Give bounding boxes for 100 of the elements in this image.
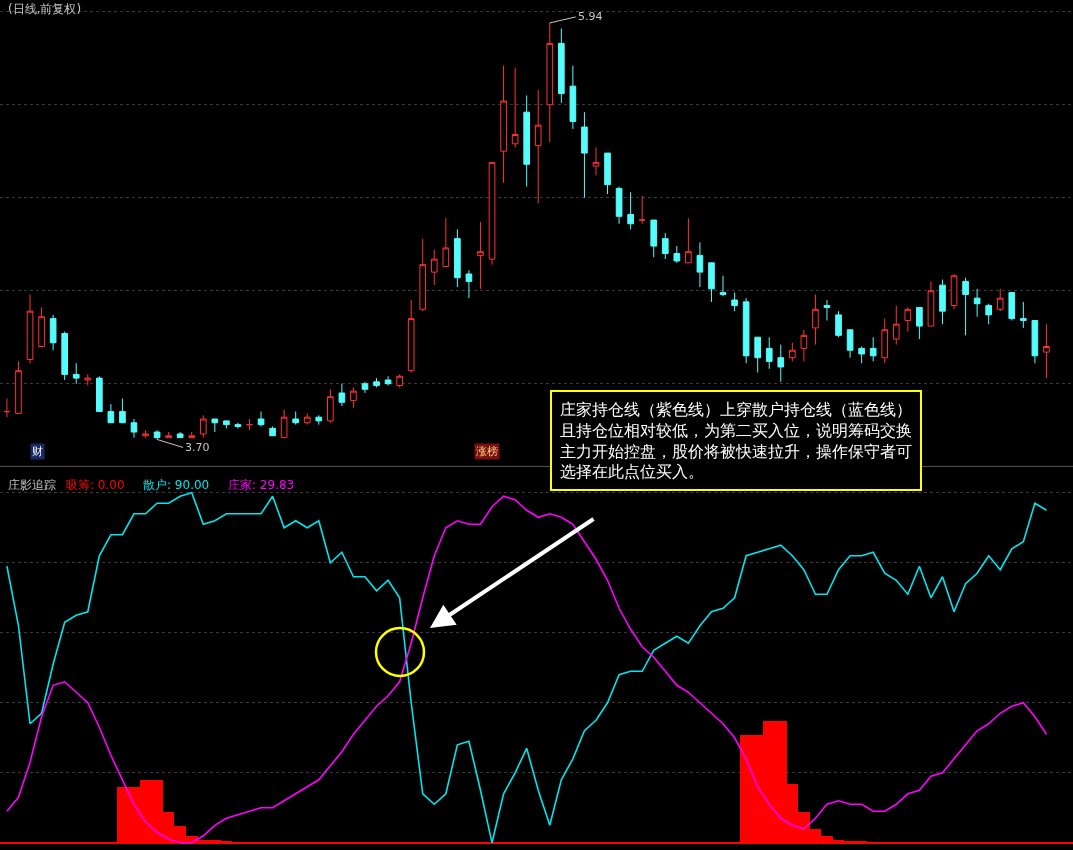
- candlestick: [165, 431, 172, 439]
- candlestick: [119, 398, 126, 424]
- candlestick: [350, 386, 357, 409]
- candlestick: [442, 217, 450, 268]
- candlestick: [615, 186, 623, 225]
- candlestick: [488, 161, 496, 266]
- candlestick: [211, 418, 219, 433]
- annotation: 庄家持仓线（紫色线）上穿散户持仓线（蓝色线）且持仓位相对较低，为第二买入位，说明筹码交换主力开始控盘，股价将被快速拉升，操作保守者可选择在此点位买入。: [560, 400, 912, 482]
- candlestick: [315, 414, 323, 426]
- chart-title: (日线,前复权): [8, 2, 82, 16]
- candlestick: [26, 293, 34, 364]
- candlestick: [396, 373, 403, 388]
- candlestick: [835, 310, 842, 338]
- text: 庄家: 29.83: [228, 478, 295, 492]
- candlestick: [257, 411, 265, 427]
- candlestick: [939, 279, 946, 325]
- candlestick: [812, 293, 819, 346]
- candlestick: [96, 375, 103, 413]
- candlestick: [789, 342, 796, 362]
- candlestick: [973, 288, 981, 318]
- text: 财: [32, 445, 43, 458]
- candlestick: [650, 219, 658, 258]
- candlestick: [419, 238, 427, 312]
- candlestick: [558, 27, 565, 104]
- candlestick: [361, 381, 369, 394]
- candlestick: [858, 346, 865, 364]
- candlestick: [719, 275, 727, 297]
- candlestick: [199, 414, 207, 439]
- candlestick: [130, 418, 138, 439]
- candlestick: [604, 152, 611, 195]
- candlestick: [742, 297, 750, 364]
- candlestick: [731, 292, 738, 312]
- candlestick: [153, 429, 161, 440]
- candlestick: [534, 89, 542, 204]
- candlestick: [407, 299, 415, 374]
- candlestick: [673, 245, 681, 264]
- candlestick: [846, 329, 854, 359]
- candlestick: [638, 195, 646, 225]
- candlestick: [581, 111, 588, 199]
- candlestick: [1020, 301, 1027, 329]
- candlestick: [1008, 292, 1016, 321]
- candlestick: [927, 280, 935, 327]
- candlestick: [84, 373, 92, 387]
- candlestick: [754, 336, 762, 374]
- candlestick: [685, 217, 692, 264]
- candlestick: [188, 431, 196, 439]
- candlestick: [269, 425, 276, 437]
- candlestick: [950, 273, 958, 310]
- candlestick: [696, 241, 704, 288]
- candlestick: [15, 360, 22, 414]
- candlestick: [962, 277, 969, 336]
- candlestick: [777, 344, 785, 383]
- candlestick: [892, 305, 900, 346]
- candlestick: [465, 269, 473, 299]
- candlestick: [292, 411, 300, 426]
- candlestick: [869, 336, 877, 362]
- text: 3.70: [185, 441, 210, 454]
- candlestick: [1043, 323, 1050, 379]
- candlestick: [985, 303, 993, 325]
- candlestick: [800, 329, 808, 362]
- candlestick: [303, 412, 311, 426]
- candlestick: [569, 65, 577, 130]
- candlestick: [823, 299, 831, 321]
- candlestick: [500, 65, 507, 184]
- candlestick: [327, 388, 334, 424]
- series-label: 散户: 90.00: [143, 478, 210, 492]
- candlestick: [592, 147, 600, 176]
- text: 吸筹: 0.00: [66, 478, 125, 492]
- candlestick: [3, 398, 11, 418]
- candlestick: [49, 314, 57, 351]
- candlestick: [1031, 319, 1039, 364]
- candlestick: [72, 362, 80, 385]
- candlestick: [246, 418, 253, 431]
- candlestick: [338, 383, 346, 407]
- candlestick: [661, 232, 669, 260]
- candlestick: [881, 318, 889, 364]
- candlestick: [384, 375, 392, 387]
- candlestick: [511, 67, 519, 149]
- chart-title: 庄影追踪: [8, 478, 56, 492]
- annotation: 5.94: [578, 10, 603, 23]
- candlestick: [234, 422, 242, 429]
- candlestick: [430, 249, 438, 286]
- candlestick: [373, 377, 380, 388]
- candlestick: [107, 403, 115, 424]
- candlestick: [61, 331, 69, 381]
- text: 涨榜: [476, 445, 498, 458]
- candlestick: [916, 306, 923, 340]
- candlestick: [627, 191, 634, 230]
- candlestick: [765, 336, 773, 370]
- candlestick: [38, 306, 45, 347]
- candlestick: [454, 228, 461, 288]
- candlestick: [708, 262, 715, 303]
- candlestick: [904, 306, 912, 333]
- candlestick: [477, 221, 484, 290]
- candlestick: [142, 429, 149, 439]
- candlestick: [996, 288, 1004, 312]
- candlestick: [280, 409, 288, 439]
- candlestick: [523, 94, 531, 188]
- candlestick: [223, 420, 230, 429]
- candlestick: [546, 22, 554, 143]
